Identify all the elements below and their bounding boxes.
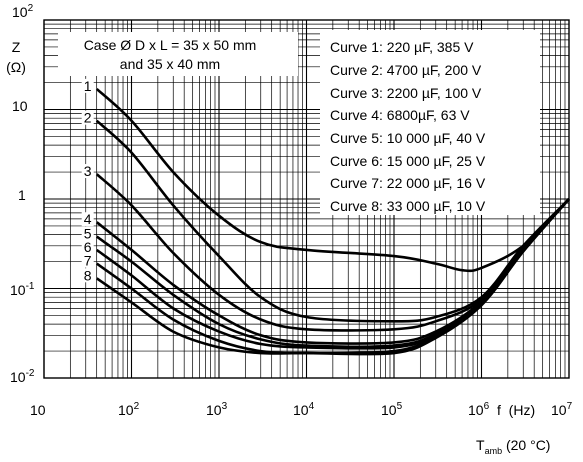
series-line-1 [95,87,570,273]
y-tick-labels: 102 10 1 10-1 10-2 [10,3,35,385]
legend-entry-8: Curve 8: 33 000 µF, 10 V [330,198,486,214]
x-axis-label: f (Hz) [497,402,535,418]
case-note-line-1: Case Ø D x L = 35 x 50 mm [84,37,257,53]
curve-label-bg [81,110,94,125]
legend-entry-3: Curve 3: 2200 µF, 100 V [330,85,482,101]
series-line-2 [95,119,570,323]
curves [95,87,570,356]
curve-label-bg [81,239,94,254]
temperature-note: Tamb (20 °C) [476,437,550,456]
case-note-box: Case Ø D x L = 35 x 50 mm and 35 x 40 mm [58,32,298,76]
curve-label-bg [81,226,94,241]
y-axis-symbol: Z [12,39,21,55]
curve-label-5: 5 [84,226,92,242]
curve-label-bg [81,212,94,227]
y-tick-label: 10-1 [10,281,35,298]
legend-entry-6: Curve 6: 15 000 µF, 25 V [330,153,486,169]
y-axis-unit: (Ω) [6,59,26,75]
legend-entry-5: Curve 5: 10 000 µF, 40 V [330,130,486,146]
curve-label-4: 4 [84,211,92,227]
x-tick-labels: 10 102 103 104 105 106 107 [30,401,573,418]
case-note-line-2: and 35 x 40 mm [120,56,220,72]
y-tick-label: 10 [12,98,28,114]
curve-label-bg [81,78,94,93]
x-tick-label: 105 [381,401,403,418]
x-tick-label: 102 [118,401,140,418]
legend-entry-2: Curve 2: 4700 µF, 200 V [330,62,482,78]
x-tick-label: 106 [468,401,490,418]
curve-label-6: 6 [84,239,92,255]
legend-entry-4: Curve 4: 6800µF, 63 V [330,107,470,123]
x-tick-label: 103 [206,401,228,418]
x-tick-label: 107 [551,401,573,418]
curve-label-bg [81,253,94,268]
legend-box: Curve 1: 220 µF, 385 V Curve 2: 4700 µF,… [320,30,540,215]
series-line-8 [95,198,570,356]
curve-label-8: 8 [84,267,92,283]
curve-label-7: 7 [84,253,92,269]
curve-label-bg [81,268,94,283]
legend-entry-7: Curve 7: 22 000 µF, 16 V [330,175,486,191]
y-tick-label: 102 [12,3,34,20]
x-tick-label: 10 [30,402,46,418]
y-tick-label: 10-2 [10,368,35,385]
curve-label-bg [81,164,94,179]
curve-label-3: 3 [84,163,92,179]
legend-entry-1: Curve 1: 220 µF, 385 V [330,39,474,55]
curve-label-2: 2 [84,110,92,126]
x-tick-label: 104 [293,401,315,418]
curve-label-1: 1 [84,78,92,94]
y-tick-label: 1 [18,187,26,203]
